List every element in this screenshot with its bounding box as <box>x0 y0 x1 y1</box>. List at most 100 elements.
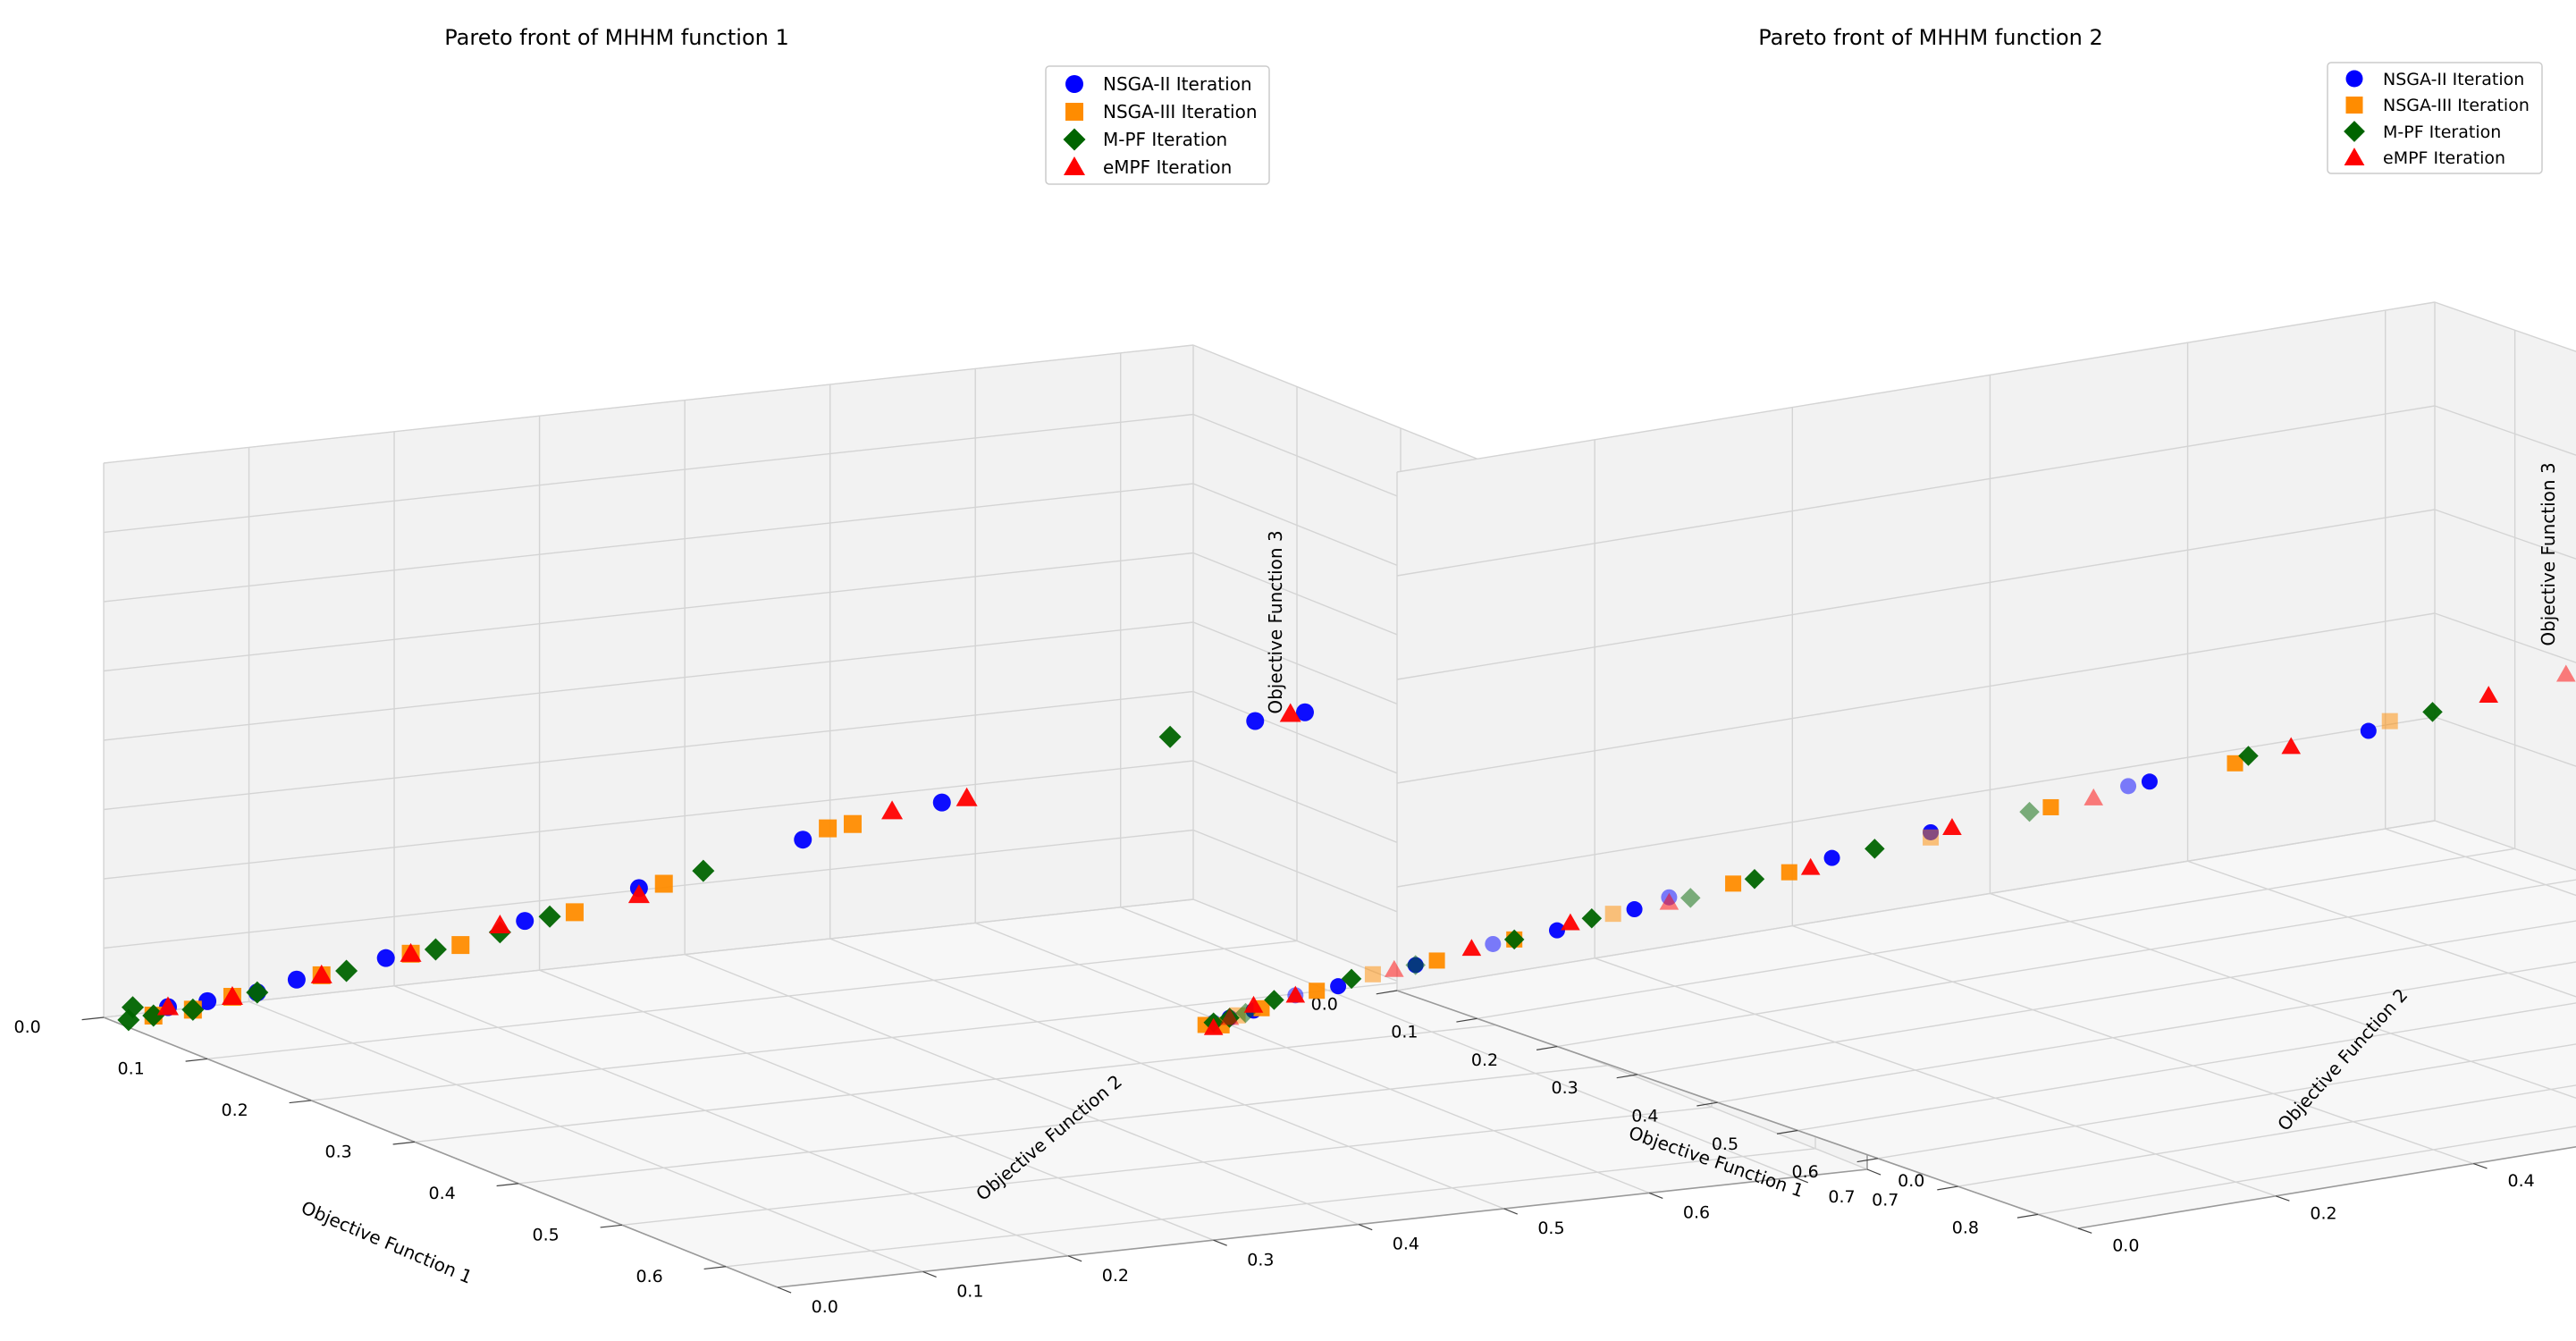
chart-1-grid-x-floor <box>206 940 1298 1060</box>
chart-2-legend-label-nsga3: NSGA-III Iteration <box>2383 96 2530 115</box>
chart-2-x-tick-mark <box>1937 1185 1958 1191</box>
chart-1-point-nsga2 <box>516 912 535 931</box>
chart-1-grid-x-floor <box>518 1065 1609 1185</box>
chart-1-legend-markers <box>1063 75 1086 175</box>
chart-2-grid-y-floor <box>1594 957 2277 1197</box>
chart-2-point-empf <box>1243 995 1264 1013</box>
chart-1-grid-z-left <box>103 413 1194 534</box>
chart-2-legend-marker-nsga3 <box>2345 97 2363 114</box>
chart-2-x-tick-label: 0.5 <box>1712 1134 1738 1154</box>
chart-2-grid-z-back <box>2434 716 2576 767</box>
chart-2-point-empf <box>2084 788 2104 805</box>
chart-1-point-mpf <box>246 981 269 1004</box>
chart-1-point-nsga3 <box>843 814 862 833</box>
chart-1-legend-label-nsga3: NSGA-III Iteration <box>1103 101 1258 122</box>
chart-1-point-nsga2 <box>376 949 395 967</box>
chart-2-point-mpf <box>1581 908 1603 929</box>
chart-2-point-nsga3 <box>1780 864 1797 881</box>
chart-1-y-tick-label: 0.1 <box>956 1282 983 1302</box>
chart-1-point-nsga2 <box>287 970 306 989</box>
chart-2-point-nsga2 <box>1330 978 1347 995</box>
chart-1-point-empf <box>310 964 333 983</box>
chart-2-grid-y-floor <box>2187 860 2576 998</box>
chart-1-point-nsga2 <box>1246 712 1265 730</box>
chart-1-y-tick-mark <box>1067 1255 1082 1262</box>
chart-1-grid-y-floor <box>1120 907 1795 1178</box>
chart-1-point-nsga3 <box>451 936 470 955</box>
chart-1-point-empf <box>955 787 978 806</box>
chart-2-grid-x-floor <box>1557 879 2576 1048</box>
chart-1-grid-x-floor <box>310 982 1402 1101</box>
chart-2-legend-label-nsga2: NSGA-II Iteration <box>2383 70 2524 89</box>
chart-2-grid-x-floor <box>1797 1002 2576 1132</box>
chart-2-legend-marker-empf <box>2344 148 2365 166</box>
chart-1-z-tick-label: 0.0 <box>1898 1171 1924 1191</box>
chart-2-grid-x-floor <box>1637 920 2576 1075</box>
chart-1-point-mpf <box>122 996 145 1019</box>
chart-1-data-points <box>117 597 1696 1032</box>
chart-2-grid-z-back <box>2434 301 2576 352</box>
chart-1-y-tick-mark <box>1213 1239 1227 1246</box>
chart-1-point-nsga2 <box>1295 703 1314 721</box>
chart-2-point-nsga3 <box>1604 906 1621 923</box>
chart-1-point-empf <box>1279 703 1301 722</box>
chart-2-x-tick-mark <box>1616 1074 1638 1079</box>
chart-2-point-nsga3 <box>1428 952 1445 969</box>
chart-1-x-tick-label: 0.1 <box>118 1059 145 1079</box>
chart-1-x-tick-mark <box>289 1100 312 1104</box>
chart-1-grid-y-floor <box>974 922 1650 1194</box>
chart-1-y-tick-label: 0.4 <box>1393 1235 1419 1254</box>
chart-1-x-tick-mark <box>600 1224 623 1228</box>
chart-2-legend: NSGA-II Iteration NSGA-III Iteration M-P… <box>2327 62 2543 174</box>
chart-2-tick-labels: 0.0 0.1 0.2 0.3 0.4 0.5 0.6 0.7 0.8 0.0 0.2 0.4 0.6 0… <box>1311 994 2535 1255</box>
chart-1-grid-z-left <box>103 552 1194 672</box>
chart-1-legend-marker-nsga3 <box>1065 103 1083 121</box>
chart-2-point-empf <box>1659 892 1679 910</box>
chart-1-grid-x-floor <box>725 1148 1816 1268</box>
chart-1-x-tick-label: 0.5 <box>533 1226 560 1245</box>
chart-2-point-nsga3 <box>1309 983 1326 999</box>
chart-2-data-points <box>1197 664 2576 1035</box>
chart-1-y-tick-label: 0.3 <box>1247 1250 1274 1269</box>
chart-2-point-mpf <box>1503 929 1525 950</box>
chart-2-y-axis <box>2077 1146 2576 1229</box>
chart-2-point-empf <box>1385 959 1404 977</box>
chart-2-grid-z-back <box>2434 509 2576 560</box>
chart-2-x-tick-label: 0.8 <box>1952 1219 1979 1238</box>
chart-2-title: Pareto front of MHHM function 2 <box>1758 25 2103 50</box>
chart-2-x-tick-label: 0.4 <box>1631 1106 1658 1126</box>
chart-1-point-nsga2 <box>932 793 951 812</box>
chart-1-point-mpf <box>142 1004 165 1027</box>
chart-2-legend-marker-nsga2 <box>2345 70 2363 88</box>
chart-1-point-nsga3 <box>565 903 584 922</box>
chart-2-point-mpf <box>1405 955 1426 975</box>
chart-2-point-nsga2 <box>1548 922 1565 939</box>
chart-1-x-tick-mark <box>185 1058 208 1062</box>
chart-2-point-empf <box>2281 737 2302 755</box>
chart-1-point-nsga3 <box>819 819 838 838</box>
chart-2-y-tick-mark <box>2275 1195 2290 1202</box>
chart-2-point-nsga3 <box>1725 875 1742 892</box>
chart-1-x-tick-label: 0.2 <box>222 1101 248 1120</box>
chart-1-legend-marker-nsga2 <box>1065 75 1083 93</box>
chart-2-panes <box>1396 301 2576 1229</box>
chart-2-x-tick-label: 0.3 <box>1552 1078 1578 1098</box>
chart-1-point-mpf <box>181 998 205 1021</box>
chart-2-grid-z-back <box>2434 612 2576 663</box>
chart-1-point-empf <box>400 942 422 962</box>
chart-2-point-empf <box>2556 664 2576 682</box>
chart-2-x-tick-mark <box>1456 1017 1477 1023</box>
chart-1-y-tick-mark <box>922 1270 937 1278</box>
chart-1-grid-y-floor <box>684 953 1360 1226</box>
chart-2-grid-z-back <box>2434 820 2576 871</box>
chart-2-point-empf <box>1461 939 1482 957</box>
chart-1-legend-box <box>1045 65 1270 185</box>
chart-2-grid-z-left <box>1396 612 2436 784</box>
chart-2-x-tick-mark <box>1856 1158 1878 1163</box>
chart-1-point-nsga3 <box>654 874 673 893</box>
chart-1-y-tick-mark <box>777 1286 792 1294</box>
chart-1-legend-label-mpf: M-PF Iteration <box>1103 129 1227 150</box>
chart-1-point-mpf <box>538 905 561 928</box>
chart-1-y-tick-mark <box>1503 1208 1518 1215</box>
